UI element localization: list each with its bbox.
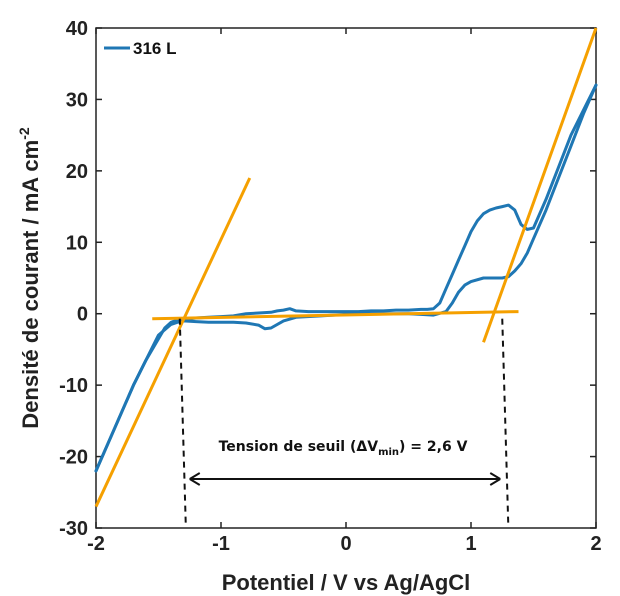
threshold-arrowhead-left bbox=[189, 472, 201, 486]
y-tick-label: 10 bbox=[66, 232, 88, 254]
tangent-line bbox=[482, 27, 598, 343]
legend: 316 L bbox=[98, 30, 198, 64]
threshold-right-dash bbox=[501, 318, 510, 525]
x-tick-label: -2 bbox=[87, 533, 105, 555]
y-axis-label-main: Densité de courant / mA cm bbox=[18, 140, 43, 429]
y-tick-label: -20 bbox=[59, 447, 88, 469]
threshold-annotation: Tension de seuil (ΔVmin) = 2,6 V bbox=[178, 318, 510, 525]
y-tick-label: -10 bbox=[59, 375, 88, 397]
threshold-label-delta: ΔV bbox=[356, 439, 378, 455]
threshold-label-prefix: Tension de seuil ( bbox=[219, 439, 357, 455]
y-axis-label-group: Densité de courant / mA cm-2 bbox=[16, 127, 43, 429]
x-tick-label: 0 bbox=[340, 533, 351, 555]
y-axis-label-sup: -2 bbox=[16, 127, 32, 140]
legend-label: 316 L bbox=[133, 39, 176, 58]
threshold-label-suffix: ) = 2,6 V bbox=[399, 439, 468, 455]
y-axis-label: Densité de courant / mA cm-2 bbox=[16, 127, 43, 429]
y-tick-label: -30 bbox=[59, 518, 88, 540]
data-lines bbox=[94, 83, 598, 473]
y-tick-label: 0 bbox=[77, 304, 88, 326]
x-tick-label: -1 bbox=[212, 533, 230, 555]
series-316L-reverse bbox=[94, 83, 598, 473]
tangent-line bbox=[152, 310, 519, 321]
x-axis-label: Potentiel / V vs Ag/AgCl bbox=[222, 570, 471, 595]
threshold-label-sub: min bbox=[378, 447, 399, 458]
y-tick-label: 20 bbox=[66, 161, 88, 183]
tangent-lines bbox=[94, 27, 598, 508]
series-316L-forward bbox=[94, 83, 598, 473]
threshold-arrowhead-right bbox=[489, 472, 501, 486]
tangent-line bbox=[94, 177, 252, 508]
x-tick-label: 2 bbox=[590, 533, 601, 555]
threshold-left-dash bbox=[178, 318, 187, 525]
threshold-label: Tension de seuil (ΔVmin) = 2,6 V bbox=[219, 439, 468, 458]
y-tick-label: 30 bbox=[66, 89, 88, 111]
x-tick-label: 1 bbox=[465, 533, 476, 555]
y-tick-label: 40 bbox=[66, 18, 88, 40]
